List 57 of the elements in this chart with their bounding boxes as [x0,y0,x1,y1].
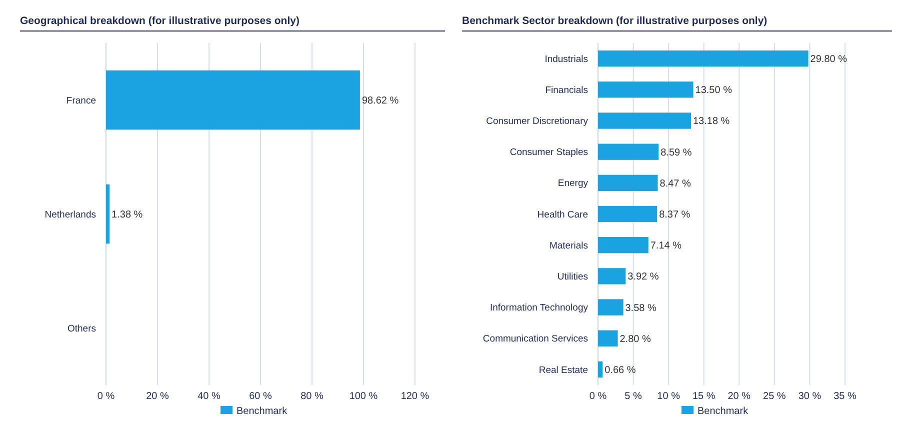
data-label: 98.62 % [362,96,399,106]
x-tick-label: 0 % [97,391,115,402]
data-label: 0.66 % [604,364,636,376]
x-tick-label: 35 % [834,391,857,402]
y-tick-label: Materials [549,240,588,252]
y-tick-label: Communication Services [482,334,588,345]
data-label: 1.38 % [112,210,143,220]
data-label: 3.92 % [628,272,659,283]
bar [598,268,626,284]
x-tick-label: 80 % [300,391,324,402]
x-tick-label: 100 % [349,391,378,402]
legend-label: Benchmark [698,406,750,417]
bar [598,299,624,316]
x-tick-label: 20 % [728,391,751,402]
chart-title: Benchmark Sector breakdown (for illustrative purposes only) [462,15,768,27]
bar [598,237,648,254]
chart-title: Geographical breakdown (for illustrative purposes only) [20,15,300,27]
data-label: 3.58 % [625,302,657,314]
data-label: 8.37 % [659,210,690,220]
x-tick-label: 5 % [624,391,642,402]
bar [598,50,808,67]
y-tick-label: Energy [558,178,588,190]
x-tick-label: 120 % [400,391,430,402]
x-tick-label: 30 % [798,391,822,402]
y-tick-label: Real Estate [538,364,588,376]
bar [598,82,694,98]
data-label: 8.47 % [660,178,692,190]
bar [598,361,603,378]
y-tick-label: Consumer Discretionary [486,116,588,128]
x-tick-label: 0 % [589,391,607,402]
data-label: 13.50 % [695,85,732,96]
y-tick-label: Others [67,323,96,334]
x-tick-label: 40 % [198,391,221,402]
y-tick-label: Netherlands [44,209,96,220]
bar [598,330,618,346]
y-tick-label: Consumer Staples [510,147,588,158]
bar [598,206,658,222]
x-tick-label: 15 % [692,391,716,402]
y-tick-label: France [66,95,96,106]
bar [598,144,659,160]
x-tick-label: 10 % [657,391,680,402]
y-tick-label: Information Technology [490,302,588,314]
y-tick-label: Financials [545,84,588,96]
data-label: 2.80 % [620,334,651,345]
y-tick-label: Health Care [537,209,588,220]
data-label: 8.59 % [660,147,692,158]
legend-label: Benchmark [236,406,288,417]
x-tick-label: 20 % [146,391,170,402]
data-label: 29.80 % [810,54,848,66]
x-tick-label: 25 % [763,391,786,402]
bar [598,174,658,191]
data-label: 7.14 % [650,240,682,252]
bar [598,112,692,129]
y-tick-label: Utilities [557,272,588,283]
y-tick-label: Industrials [544,54,588,65]
x-tick-label: 60 % [249,391,272,402]
data-label: 13.18 % [693,116,730,128]
